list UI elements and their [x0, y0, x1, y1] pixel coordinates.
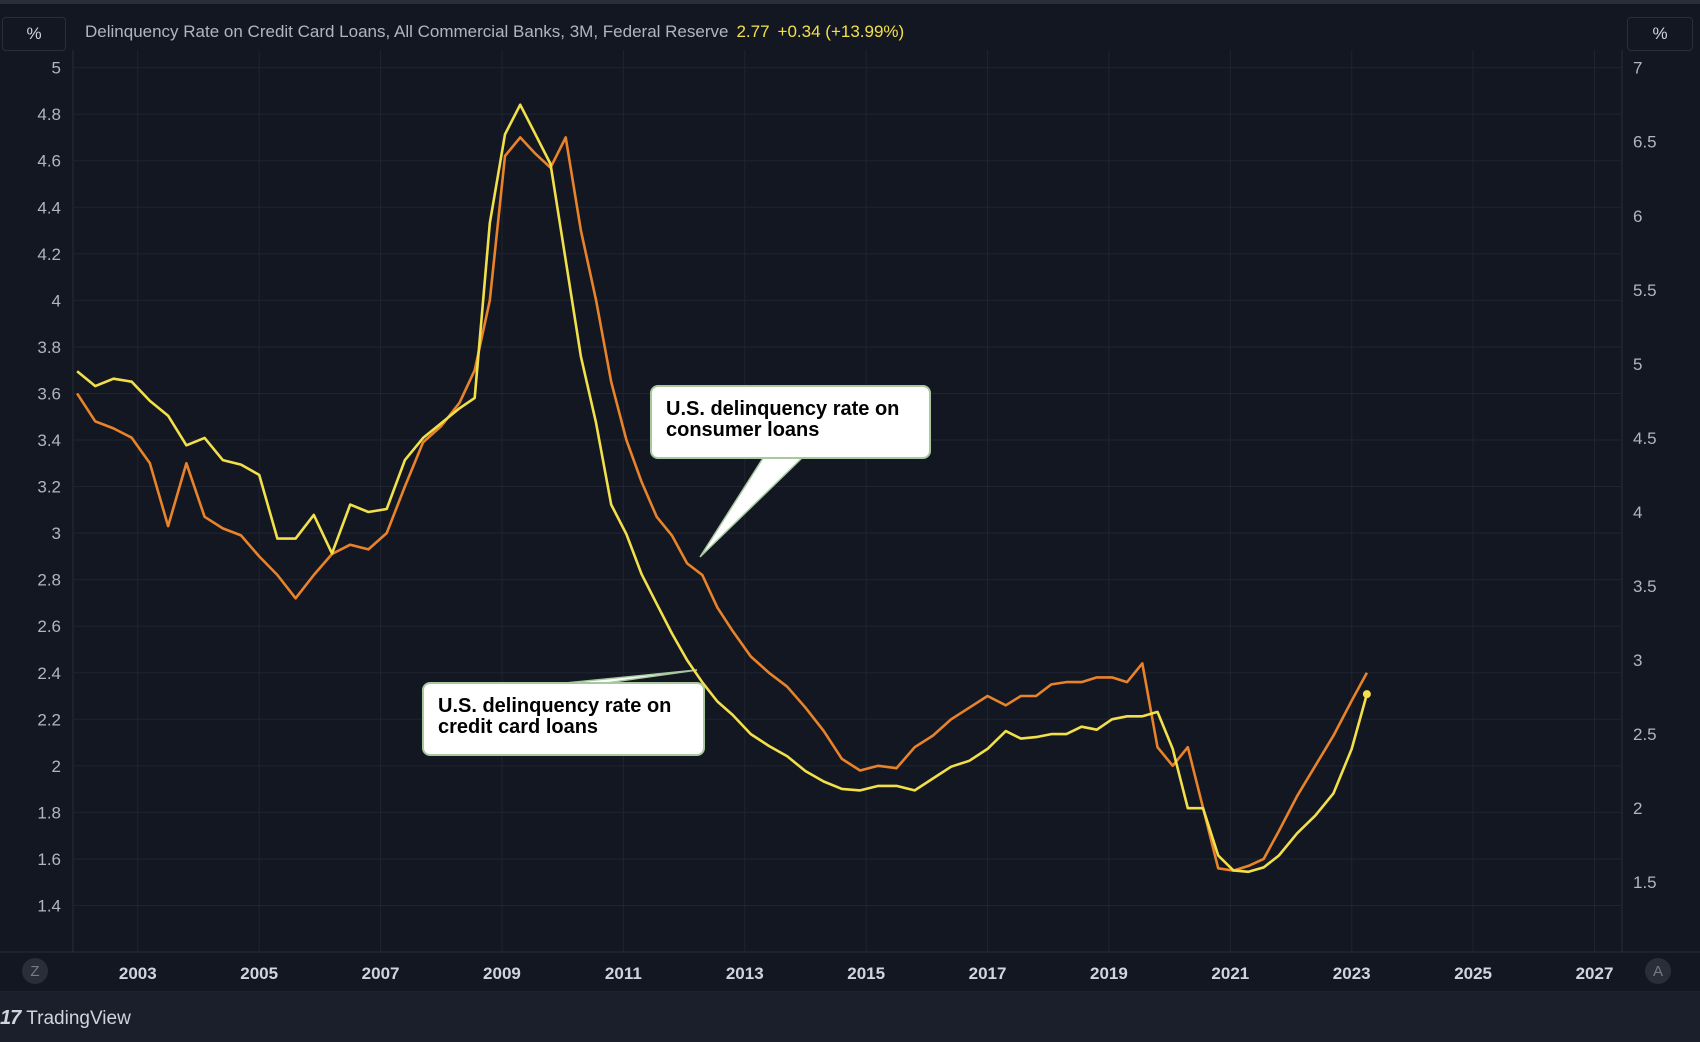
left-axis-tick-label: 5 [52, 59, 61, 78]
time-axis-tick-label: 2023 [1333, 964, 1371, 983]
footer-bar [0, 992, 1700, 1042]
consumer-callout-pointer [699, 454, 807, 558]
right-axis-tick-label: 5.5 [1633, 281, 1657, 300]
series-legend[interactable]: Delinquency Rate on Credit Card Loans, A… [85, 22, 904, 42]
credit-card-line [76, 103, 1369, 874]
time-axis-tick-label: 2019 [1090, 964, 1128, 983]
right-axis-tick-label: 4.5 [1633, 429, 1657, 448]
zoom-reset-button[interactable]: Z [22, 958, 48, 984]
left-axis-tick-label: 3.8 [37, 338, 61, 357]
left-axis-tick-label: 2 [52, 757, 61, 776]
time-axis-tick-label: 2005 [240, 964, 278, 983]
auto-scale-button[interactable]: A [1645, 958, 1671, 984]
left-axis-tick-label: 1.6 [37, 850, 61, 869]
left-axis-tick-label: 4.6 [37, 152, 61, 171]
left-axis-tick-label: 4 [52, 291, 61, 310]
time-axis-tick-label: 2003 [119, 964, 157, 983]
left-axis-tick-label: 4.8 [37, 105, 61, 124]
time-axis-tick-label: 2009 [483, 964, 521, 983]
credit-card-callout-text: U.S. delinquency rate on credit card loa… [438, 695, 672, 738]
last-value-dot [1362, 690, 1371, 699]
tradingview-logo-icon: 17 [0, 1007, 21, 1029]
time-axis-tick-label: 2015 [847, 964, 885, 983]
time-axis-tick-label: 2027 [1576, 964, 1614, 983]
left-axis-tick-label: 1.8 [37, 803, 61, 822]
right-axis-tick-label: 6.5 [1633, 133, 1657, 152]
series-title: Delinquency Rate on Credit Card Loans, A… [85, 22, 729, 41]
last-value: 2.77 [736, 22, 770, 41]
consumer-callout-text: U.S. delinquency rate on consumer loans [666, 398, 900, 441]
right-axis-tick-label: 2 [1633, 799, 1642, 818]
left-axis-tick-label: 2.6 [37, 617, 61, 636]
left-unit-label: % [26, 24, 42, 43]
brand-name: TradingView [26, 1007, 131, 1029]
right-axis-tick-label: 5 [1633, 355, 1642, 374]
left-axis-tick-label: 3.4 [37, 431, 61, 450]
right-unit-label: % [1652, 24, 1668, 43]
time-axis-tick-label: 2011 [605, 964, 642, 983]
time-axis-tick-label: 2007 [362, 964, 400, 983]
right-axis-tick-label: 3.5 [1633, 577, 1657, 596]
tradingview-brand[interactable]: 17 TradingView [0, 1007, 131, 1030]
time-axis-tick-label: 2017 [969, 964, 1007, 983]
left-axis-tick-label: 4.4 [37, 198, 61, 217]
left-axis-tick-label: 3.2 [37, 478, 61, 497]
left-axis-tick-label: 3 [52, 524, 61, 543]
time-axis-tick-label: 2025 [1454, 964, 1492, 983]
left-axis-tick-label: 2.4 [37, 664, 61, 683]
consumer-loans-callout: U.S. delinquency rate on consumer loans [650, 385, 931, 459]
time-axis-tick-label: 2021 [1211, 964, 1249, 983]
right-axis-tick-label: 3 [1633, 651, 1642, 670]
top-border [0, 0, 1700, 4]
left-axis-tick-label: 2.2 [37, 710, 61, 729]
right-axis-tick-label: 4 [1633, 503, 1642, 522]
left-axis-tick-label: 1.4 [37, 897, 61, 916]
right-axis-tick-label: 7 [1633, 59, 1642, 78]
right-axis-tick-label: 2.5 [1633, 725, 1657, 744]
credit-card-callout: U.S. delinquency rate on credit card loa… [422, 682, 705, 756]
right-unit-button[interactable]: % [1627, 17, 1693, 51]
right-axis-tick-label: 6 [1633, 207, 1642, 226]
auto-scale-label: A [1652, 962, 1663, 980]
left-axis-tick-label: 3.6 [37, 384, 61, 403]
value-change: +0.34 (+13.99%) [777, 22, 905, 41]
zoom-reset-label: Z [30, 962, 40, 980]
left-axis-tick-label: 2.8 [37, 571, 61, 590]
consumer-loans-line [76, 136, 1369, 872]
time-axis-tick-label: 2013 [726, 964, 764, 983]
left-unit-button[interactable]: % [2, 17, 66, 51]
right-axis-tick-label: 1.5 [1633, 873, 1657, 892]
left-axis-tick-label: 4.2 [37, 245, 61, 264]
